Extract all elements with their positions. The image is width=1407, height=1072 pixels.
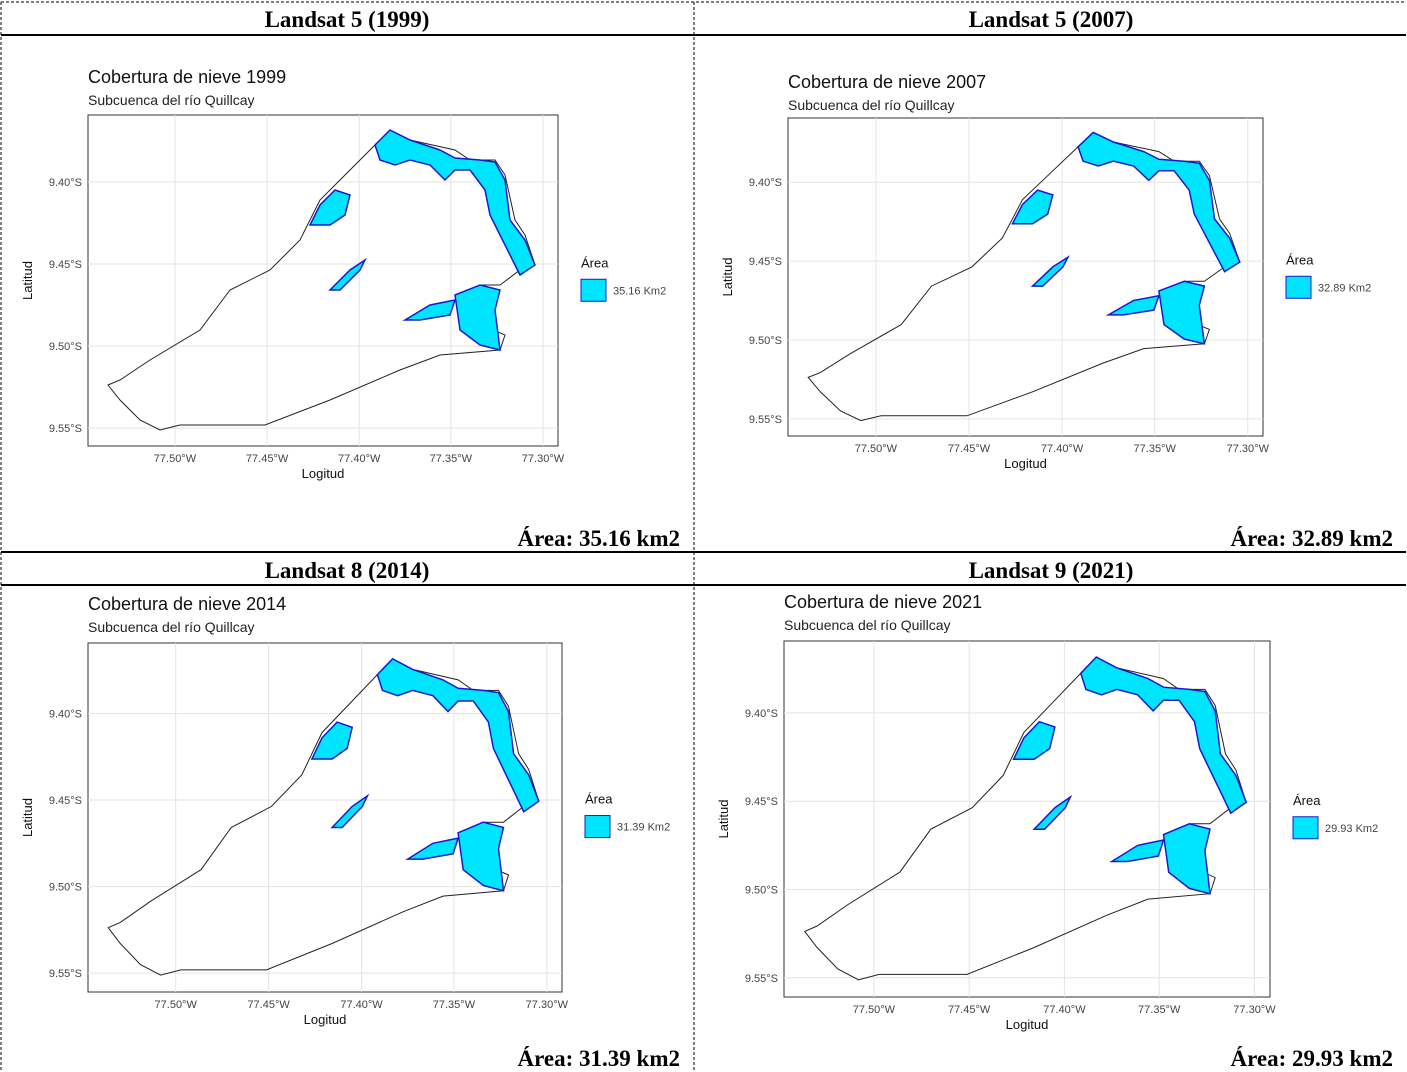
y-tick-label: 9.50°S bbox=[745, 884, 778, 896]
legend-label: 29.93 Km2 bbox=[1325, 823, 1378, 835]
legend-label: 35.16 Km2 bbox=[613, 285, 666, 297]
x-tick-label: 77.40°W bbox=[340, 999, 383, 1011]
snow-cover bbox=[330, 793, 370, 829]
y-tick-label: 9.45°S bbox=[745, 796, 778, 808]
panel-header: Landsat 8 (2014) bbox=[265, 558, 430, 583]
legend-title: Área bbox=[1293, 793, 1321, 808]
y-axis-label: Latitud bbox=[20, 261, 35, 300]
map-subtitle: Subcuenca del río Quillcay bbox=[784, 617, 951, 633]
y-tick-label: 9.40°S bbox=[49, 708, 82, 720]
snow-cover bbox=[308, 189, 351, 226]
x-axis-label: Logitud bbox=[1004, 456, 1047, 471]
area-caption: Área: 31.39 km2 bbox=[518, 1046, 680, 1071]
y-tick-label: 9.50°S bbox=[49, 341, 82, 353]
legend-swatch bbox=[1292, 816, 1319, 840]
map-title: Cobertura de nieve 2014 bbox=[88, 594, 286, 614]
y-tick-label: 9.40°S bbox=[745, 708, 778, 720]
x-axis-label: Logitud bbox=[304, 1012, 347, 1027]
legend-swatch bbox=[580, 278, 607, 302]
legend-title: Área bbox=[585, 792, 613, 807]
snow-cover bbox=[1012, 720, 1056, 761]
panel-header: Landsat 5 (2007) bbox=[969, 7, 1134, 32]
snow-cover bbox=[1032, 794, 1073, 830]
x-tick-label: 77.50°W bbox=[853, 1004, 896, 1016]
x-tick-label: 77.45°W bbox=[246, 453, 289, 465]
snow-cover bbox=[1079, 656, 1248, 815]
snow-cover bbox=[310, 721, 354, 760]
x-tick-label: 77.30°W bbox=[522, 453, 565, 465]
snow-cover bbox=[1162, 823, 1211, 895]
area-caption: Área: 32.89 km2 bbox=[1231, 526, 1393, 551]
snow-cover bbox=[1105, 294, 1161, 316]
y-tick-label: 9.40°S bbox=[749, 177, 782, 189]
legend-label: 32.89 Km2 bbox=[1318, 282, 1371, 294]
x-tick-label: 77.30°W bbox=[1233, 1004, 1276, 1016]
x-tick-label: 77.35°W bbox=[430, 453, 473, 465]
y-tick-label: 9.55°S bbox=[49, 968, 82, 980]
y-tick-label: 9.55°S bbox=[749, 414, 782, 426]
snow-cover bbox=[1158, 280, 1206, 345]
snow-cover bbox=[374, 129, 536, 277]
basin-outline bbox=[107, 658, 540, 976]
map-title: Cobertura de nieve 2007 bbox=[788, 72, 986, 92]
x-axis-label: Logitud bbox=[1006, 1017, 1049, 1032]
x-tick-label: 77.40°W bbox=[1041, 443, 1084, 455]
snow-cover bbox=[328, 257, 367, 291]
snow-cover bbox=[1011, 189, 1054, 225]
x-tick-label: 77.50°W bbox=[155, 999, 198, 1011]
snow-cover bbox=[402, 299, 457, 321]
x-tick-label: 77.50°W bbox=[855, 443, 898, 455]
x-tick-label: 77.30°W bbox=[526, 999, 569, 1011]
x-axis-label: Logitud bbox=[302, 466, 345, 481]
area-caption: Área: 29.93 km2 bbox=[1231, 1046, 1393, 1071]
y-tick-label: 9.40°S bbox=[49, 177, 82, 189]
x-tick-label: 77.35°W bbox=[1134, 443, 1177, 455]
snow-cover bbox=[1109, 839, 1165, 863]
legend-label: 31.39 Km2 bbox=[617, 822, 670, 834]
x-tick-label: 77.50°W bbox=[154, 453, 197, 465]
panel-header: Landsat 5 (1999) bbox=[265, 7, 430, 32]
basin-outline bbox=[803, 656, 1247, 981]
map-title: Cobertura de nieve 2021 bbox=[784, 592, 982, 612]
map-subtitle: Subcuenca del río Quillcay bbox=[88, 619, 255, 635]
x-tick-label: 77.35°W bbox=[433, 999, 476, 1011]
map-subtitle: Subcuenca del río Quillcay bbox=[788, 97, 955, 113]
x-tick-label: 77.45°W bbox=[948, 443, 991, 455]
x-tick-label: 77.45°W bbox=[247, 999, 290, 1011]
y-axis-label: Latitud bbox=[720, 257, 735, 296]
snow-cover bbox=[454, 284, 501, 351]
y-tick-label: 9.45°S bbox=[49, 795, 82, 807]
x-tick-label: 77.40°W bbox=[1043, 1004, 1086, 1016]
x-tick-label: 77.45°W bbox=[948, 1004, 991, 1016]
snow-cover bbox=[1077, 131, 1241, 273]
area-caption: Área: 35.16 km2 bbox=[518, 526, 680, 551]
y-tick-label: 9.55°S bbox=[49, 423, 82, 435]
legend-swatch bbox=[584, 815, 611, 839]
snow-cover bbox=[405, 837, 460, 860]
x-tick-label: 77.40°W bbox=[338, 453, 381, 465]
x-tick-label: 77.30°W bbox=[1227, 443, 1270, 455]
y-tick-label: 9.50°S bbox=[49, 882, 82, 894]
y-tick-label: 9.50°S bbox=[749, 335, 782, 347]
map-subtitle: Subcuenca del río Quillcay bbox=[88, 92, 255, 108]
y-axis-label: Latitud bbox=[20, 798, 35, 837]
map-title: Cobertura de nieve 1999 bbox=[88, 67, 286, 87]
y-tick-label: 9.55°S bbox=[745, 973, 778, 985]
basin-outline bbox=[107, 129, 536, 431]
snow-cover bbox=[376, 657, 540, 813]
legend-title: Área bbox=[1286, 252, 1314, 267]
y-tick-label: 9.45°S bbox=[49, 259, 82, 271]
y-tick-label: 9.45°S bbox=[749, 256, 782, 268]
legend-swatch bbox=[1285, 275, 1312, 299]
panel-header: Landsat 9 (2021) bbox=[969, 558, 1134, 583]
snow-cover bbox=[457, 821, 505, 892]
y-axis-label: Latitud bbox=[716, 799, 731, 838]
legend-title: Área bbox=[581, 255, 609, 270]
snow-cover bbox=[1030, 255, 1070, 287]
basin-outline bbox=[807, 131, 1241, 422]
x-tick-label: 77.35°W bbox=[1138, 1004, 1181, 1016]
